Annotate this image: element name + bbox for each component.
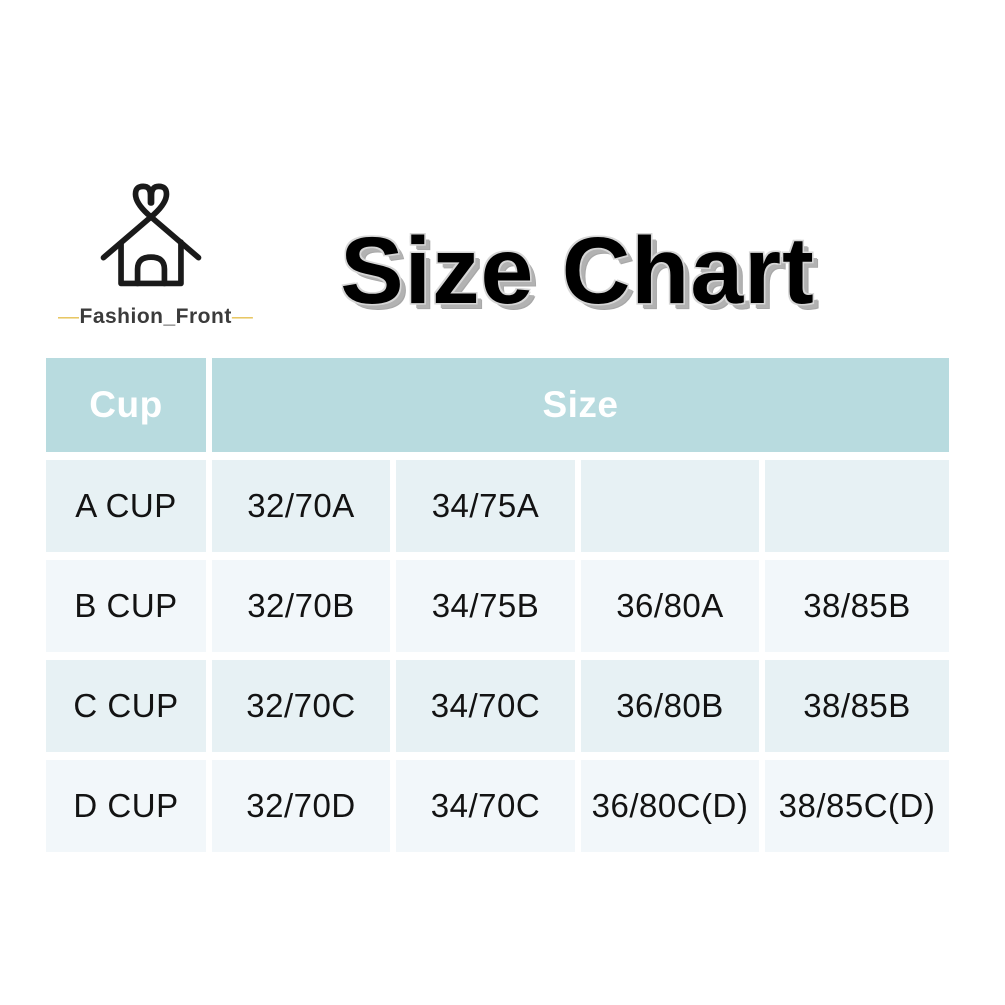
size-cell xyxy=(765,460,949,552)
brand-dash-right: — xyxy=(231,305,254,328)
size-cell: 34/70C xyxy=(396,660,575,752)
size-chart-table: Cup Size A CUP 32/70A 34/75A B CUP 32/70B 34/… xyxy=(46,358,949,852)
size-cell: 34/75A xyxy=(396,460,575,552)
size-cell: 38/85B xyxy=(765,660,949,752)
brand-dash-left: — xyxy=(58,305,80,328)
size-cell: 36/80A xyxy=(581,560,759,652)
column-header-size: Size xyxy=(212,358,949,452)
page-title: Size Chart xyxy=(340,218,815,324)
size-cell: 32/70C xyxy=(212,660,390,752)
brand-name: —Fashion_Front— xyxy=(58,305,253,329)
size-cell: 36/80B xyxy=(581,660,759,752)
size-cell: 32/70A xyxy=(212,460,390,552)
size-cell xyxy=(581,460,759,552)
size-cell: 32/70D xyxy=(212,760,390,852)
size-cell: 32/70B xyxy=(212,560,390,652)
brand-text: Fashion_Front xyxy=(79,305,232,328)
row-label-d-cup: D CUP xyxy=(46,760,206,852)
house-heart-icon xyxy=(100,183,201,287)
column-header-cup: Cup xyxy=(46,358,206,452)
row-label-c-cup: C CUP xyxy=(46,660,206,752)
size-cell: 34/75B xyxy=(396,560,575,652)
size-cell: 36/80C(D) xyxy=(581,760,759,852)
row-label-a-cup: A CUP xyxy=(46,460,206,552)
size-cell: 38/85C(D) xyxy=(765,760,949,852)
row-label-b-cup: B CUP xyxy=(46,560,206,652)
brand-logo: —Fashion_Front— xyxy=(58,175,253,329)
size-cell: 34/70C xyxy=(396,760,575,852)
size-cell: 38/85B xyxy=(765,560,949,652)
